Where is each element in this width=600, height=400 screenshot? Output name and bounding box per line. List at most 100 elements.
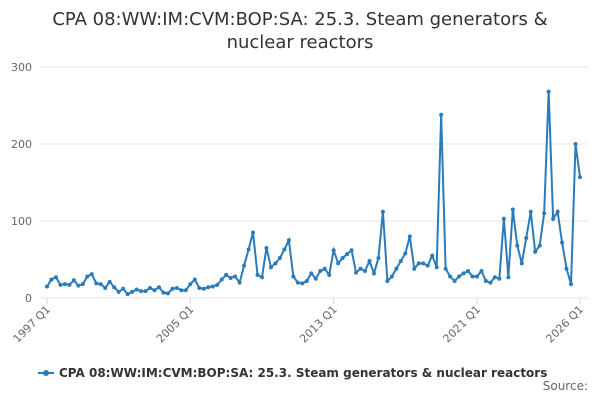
data-point — [206, 285, 211, 290]
data-point — [242, 263, 247, 268]
data-point — [358, 266, 363, 271]
data-point — [112, 285, 117, 290]
series-line — [46, 91, 581, 296]
data-point — [385, 279, 390, 284]
data-point — [331, 248, 336, 253]
x-tick-label: 2005 Q1 — [154, 303, 197, 346]
data-point — [443, 266, 448, 271]
y-tick-label: 0 — [25, 292, 32, 305]
data-point — [53, 275, 58, 280]
data-point — [103, 285, 108, 290]
data-point — [407, 234, 412, 239]
y-tick-label: 100 — [11, 215, 32, 228]
data-point — [179, 288, 184, 293]
data-point — [479, 269, 484, 274]
data-point — [71, 278, 76, 283]
data-point — [264, 245, 269, 250]
data-point — [313, 276, 318, 281]
data-point — [537, 243, 542, 248]
data-point — [192, 277, 197, 282]
data-point — [555, 209, 560, 214]
data-point — [67, 282, 72, 287]
data-point — [125, 292, 130, 297]
chart-title: CPA 08:WW:IM:CVM:BOP:SA: 25.3. Steam gen… — [52, 9, 548, 53]
data-point — [62, 282, 67, 287]
data-point — [380, 209, 385, 214]
data-point — [578, 175, 582, 180]
data-point — [327, 272, 332, 277]
data-point — [49, 277, 54, 282]
data-point — [58, 282, 63, 287]
x-tick-label: 2013 Q1 — [297, 303, 340, 346]
data-point — [470, 274, 475, 279]
data-point — [389, 274, 394, 279]
data-point — [569, 282, 574, 287]
data-point — [134, 287, 139, 292]
x-tick-label: 1997 Q1 — [11, 303, 54, 346]
data-point — [219, 277, 224, 282]
data-point — [354, 270, 359, 275]
data-point — [322, 266, 327, 271]
data-point — [546, 89, 551, 94]
data-point — [161, 290, 166, 295]
data-point — [457, 274, 462, 279]
data-point — [85, 274, 90, 279]
data-point — [246, 247, 251, 252]
data-point — [139, 289, 144, 294]
data-point — [107, 279, 112, 284]
data-point — [340, 255, 345, 260]
data-point — [165, 291, 170, 296]
data-point — [492, 275, 497, 280]
data-point — [183, 288, 188, 293]
data-point — [228, 275, 233, 280]
data-point — [501, 216, 506, 221]
data-point — [506, 275, 511, 280]
data-point — [528, 209, 533, 214]
data-point — [45, 284, 49, 289]
data-point — [483, 279, 488, 284]
data-point — [282, 247, 287, 252]
data-point — [148, 285, 153, 290]
data-point — [255, 272, 260, 277]
data-point — [412, 266, 417, 271]
data-point — [318, 269, 323, 274]
data-point — [398, 259, 403, 264]
data-point — [488, 280, 493, 285]
x-tick-label: 2021 Q1 — [441, 303, 484, 346]
data-point — [371, 271, 376, 276]
y-tick-label: 200 — [11, 138, 32, 151]
x-tick-label: 2026 Q1 — [544, 303, 587, 346]
legend-label: CPA 08:WW:IM:CVM:BOP:SA: 25.3. Steam gen… — [59, 366, 547, 380]
data-point — [130, 289, 135, 294]
data-point — [273, 261, 278, 266]
data-point — [515, 243, 520, 248]
data-point — [89, 272, 94, 277]
data-point — [367, 259, 372, 264]
data-point — [224, 272, 229, 277]
data-point — [174, 285, 179, 290]
y-tick-label: 300 — [11, 61, 32, 74]
data-point — [403, 251, 408, 256]
data-point — [573, 142, 578, 146]
data-point — [277, 255, 282, 260]
data-point — [259, 275, 264, 280]
data-point — [304, 279, 309, 284]
data-point — [448, 274, 453, 279]
data-point — [519, 261, 524, 266]
data-point — [215, 282, 220, 287]
data-point — [121, 286, 126, 291]
data-point — [210, 284, 215, 289]
data-point — [295, 280, 300, 285]
data-point — [466, 269, 471, 274]
data-point — [416, 261, 421, 266]
data-point — [430, 253, 435, 258]
data-point — [461, 271, 466, 276]
data-point — [452, 279, 457, 284]
data-point — [98, 282, 103, 287]
data-point — [560, 240, 565, 245]
data-point — [268, 265, 273, 270]
data-point — [551, 216, 556, 221]
data-point — [533, 249, 538, 254]
data-point — [524, 235, 529, 240]
legend-marker — [43, 370, 49, 376]
